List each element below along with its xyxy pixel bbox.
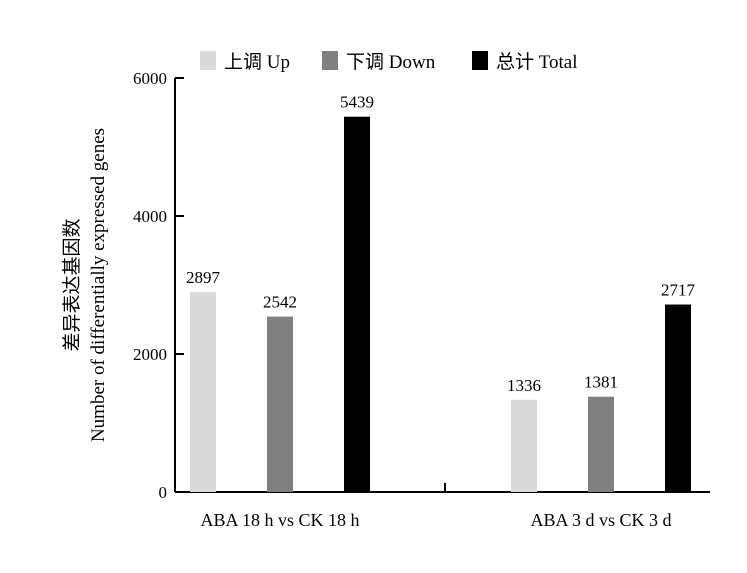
bar-down-group-2 bbox=[588, 396, 614, 492]
bar-up-group-2 bbox=[511, 399, 537, 492]
bar-value-label-up-group-2: 1336 bbox=[507, 376, 541, 395]
bar-value-label-down-group-1: 2542 bbox=[263, 293, 297, 312]
legend-swatch-total bbox=[472, 51, 488, 70]
bar-value-label-down-group-2: 1381 bbox=[584, 373, 618, 392]
y-tick-label-4000: 4000 bbox=[133, 207, 167, 226]
x-category-label-2: ABA 3 d vs CK 3 d bbox=[530, 510, 671, 530]
bar-value-labels: 2897 2542 5439 1336 1381 2717 bbox=[186, 93, 696, 395]
bars bbox=[190, 116, 691, 493]
bar-total-group-1 bbox=[344, 116, 370, 493]
legend-label-up: 上调 Up bbox=[224, 51, 290, 73]
y-axis-title-english: Number of differentially expressed genes bbox=[88, 128, 109, 442]
y-tick-label-6000: 6000 bbox=[133, 69, 167, 88]
bar-value-label-total-group-2: 2717 bbox=[661, 281, 696, 300]
legend-label-total: 总计 Total bbox=[496, 51, 578, 73]
legend: 上调 Up 下调 Down 总计 Total bbox=[200, 51, 578, 73]
legend-swatch-down bbox=[322, 51, 338, 70]
legend-swatch-up bbox=[200, 51, 216, 70]
y-tick-label-2000: 2000 bbox=[133, 345, 167, 364]
bar-total-group-2 bbox=[665, 304, 691, 492]
bar-value-label-up-group-1: 2897 bbox=[186, 268, 221, 287]
y-tick-label-0: 0 bbox=[159, 483, 168, 502]
bar-down-group-1 bbox=[267, 316, 293, 492]
axes: 0 2000 4000 6000 ABA 18 h vs CK 18 h ABA 3 d … bbox=[133, 69, 710, 530]
bar-up-group-1 bbox=[190, 292, 216, 492]
y-axis-title-chinese: 差异表达基因数 bbox=[61, 218, 83, 351]
bar-value-label-total-group-1: 5439 bbox=[340, 93, 374, 112]
x-category-label-1: ABA 18 h vs CK 18 h bbox=[200, 510, 359, 530]
legend-label-down: 下调 Down bbox=[346, 51, 436, 73]
